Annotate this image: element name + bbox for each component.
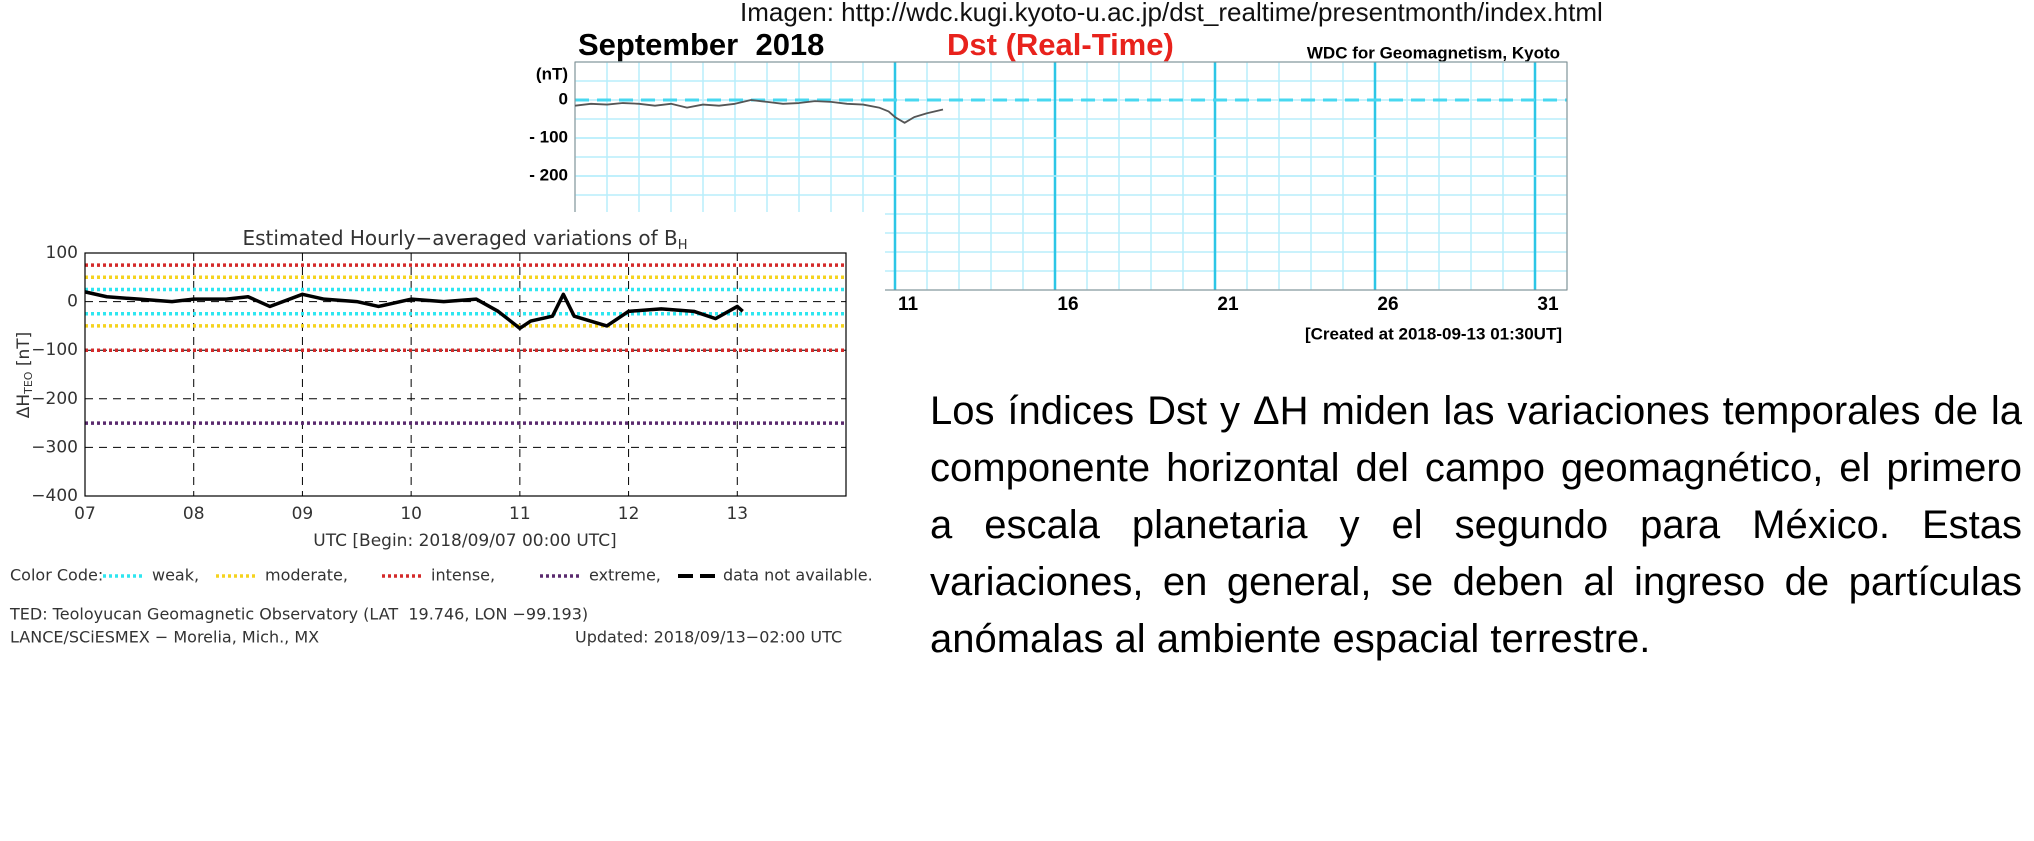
legend-label: intense, <box>431 566 495 585</box>
legend-label: extreme, <box>589 566 661 585</box>
y-tick-label: - 200 <box>529 165 568 184</box>
data-line <box>574 99 944 124</box>
y-axis-label: (nT) <box>536 64 568 83</box>
x-tick-label: 13 <box>726 504 748 524</box>
legend-title: Color Code: <box>10 566 103 585</box>
y-tick-label: 100 <box>46 243 78 263</box>
data-line <box>84 290 744 331</box>
title-text: Estimated Hourly−averaged variations of … <box>243 226 678 250</box>
y-tick-label: 0 <box>67 292 78 312</box>
y-tick-label: −400 <box>31 486 78 506</box>
source: WDC for Geomagnetism, Kyoto <box>1307 43 1560 62</box>
chart-title: Dst (Real-Time) <box>947 27 1174 62</box>
x-tick-label: 16 <box>1057 294 1078 315</box>
y-tick-label: −300 <box>31 437 78 457</box>
legend-label: moderate, <box>265 566 348 585</box>
title-subscript: H <box>678 238 688 253</box>
description: Los índices Dst y ΔH miden las variacion… <box>930 389 2022 661</box>
y-label-main: ΔH <box>14 394 34 418</box>
heading: September 2018 <box>578 27 824 62</box>
teo-chart: Estimated Hourly−averaged variations of … <box>0 212 885 841</box>
x-tick-label: 12 <box>618 504 640 524</box>
x-tick-label: 07 <box>74 504 96 524</box>
x-tick-label: 08 <box>183 504 205 524</box>
y-label-subscript: TEO <box>22 371 35 395</box>
x-tick-label: 31 <box>1537 294 1559 315</box>
image-credit: Imagen: http://wdc.kugi.kyoto-u.ac.jp/ds… <box>740 0 1603 27</box>
footer-text: LANCE/SCiESMEX − Morelia, Mich., MX <box>10 628 319 647</box>
footer-text: TED: Teoloyucan Geomagnetic Observatory … <box>9 605 588 624</box>
legend-label: data not available. <box>723 566 873 585</box>
x-tick-label: 10 <box>400 504 422 524</box>
x-tick-label: 11 <box>898 294 919 315</box>
plot-frame <box>84 252 847 497</box>
dst-chart: September 2018 Dst (Real-Time) WDC for Geo… <box>529 27 1568 343</box>
updated-text: Updated: 2018/09/13−02:00 UTC <box>575 628 842 647</box>
y-tick-label: 0 <box>559 89 568 108</box>
panel-background <box>0 212 885 841</box>
x-tick-label: 21 <box>1217 294 1239 315</box>
x-tick-label: 09 <box>292 504 314 524</box>
y-axis-label: ΔHTEO [nT] <box>14 332 35 419</box>
y-tick-label: −200 <box>31 389 78 409</box>
plot-frame <box>574 61 1568 291</box>
chart-title: Estimated Hourly−averaged variations of … <box>243 226 688 253</box>
x-axis-label: UTC [Begin: 2018/09/07 00:00 UTC] <box>313 531 616 551</box>
legend-label: weak, <box>152 566 199 585</box>
y-label-unit: [nT] <box>14 332 34 372</box>
y-tick-label: −100 <box>31 340 78 360</box>
y-tick-label: - 100 <box>529 127 568 146</box>
x-tick-label: 11 <box>509 504 531 524</box>
x-tick-label: 26 <box>1377 294 1398 315</box>
created-note: [Created at 2018-09-13 01:30UT] <box>1305 324 1562 343</box>
